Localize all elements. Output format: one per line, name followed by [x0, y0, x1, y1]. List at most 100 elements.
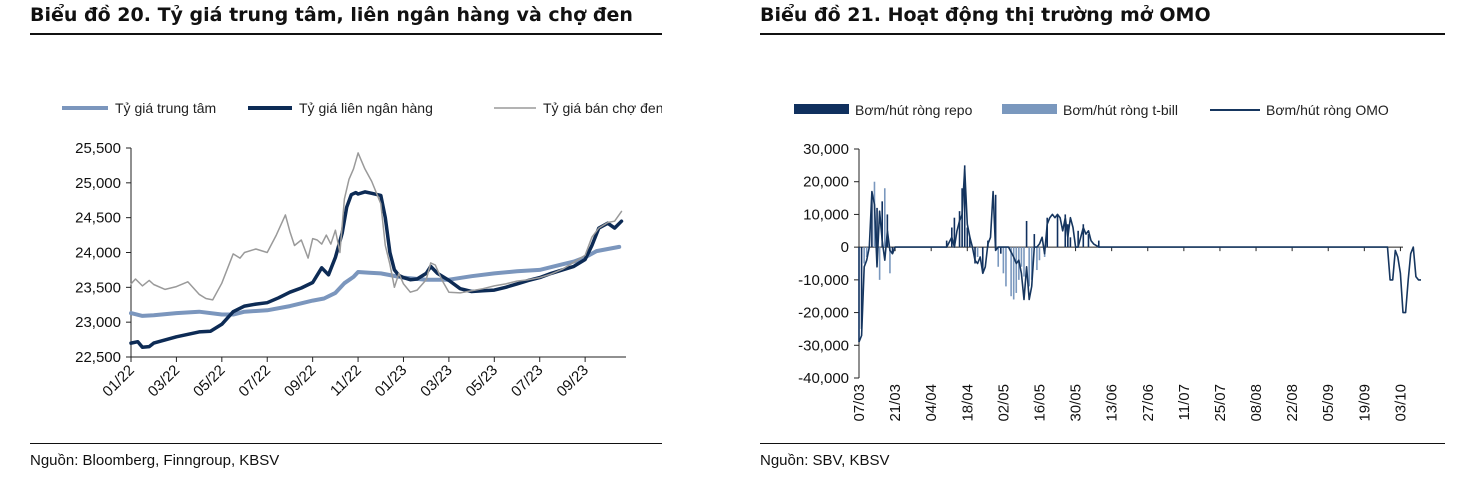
y-tick-label: 24,500 [75, 210, 121, 227]
bar-repo [1000, 247, 1002, 254]
x-tick-label: 04/04 [923, 384, 940, 422]
x-tick-label: 07/03 [851, 384, 868, 422]
legend-label: Tỷ giá bán chợ đen [543, 100, 662, 116]
x-tick-label: 01/22 [99, 362, 138, 401]
bar-tbill [1012, 247, 1015, 300]
x-tick-label: 08/08 [1248, 384, 1265, 422]
bar-repo [945, 240, 948, 248]
left-title-rule [30, 33, 662, 35]
bar-repo [1082, 224, 1085, 248]
x-tick-label: 01/23 [372, 362, 411, 401]
right-title-rule [760, 33, 1445, 35]
exchange-rate-chart: Tỷ giá trung tâm Tỷ giá liên ngân hàng Tỷ … [62, 100, 662, 401]
y-tick-label: 23,500 [75, 279, 121, 296]
bar-repo [963, 165, 966, 248]
bar-repo [961, 188, 963, 248]
y-tick-label: 23,000 [75, 314, 121, 331]
bar-repo [1077, 230, 1079, 248]
bar-repo [871, 194, 873, 248]
y-tick-label: 30,000 [803, 141, 849, 158]
legend-swatch [1002, 104, 1057, 114]
left-bottom-rule [30, 443, 662, 444]
bar-repo [966, 227, 969, 248]
x-tick-label: 02/05 [995, 384, 1012, 422]
bar-repo [891, 247, 894, 254]
legend-label: Bơm/hút ròng OMO [1266, 102, 1389, 118]
x-tick-label: 03/10 [1392, 384, 1409, 422]
right-chart-source: Nguồn: SBV, KBSV [760, 452, 890, 469]
bar-tbill [865, 247, 868, 257]
bar-tbill [1028, 247, 1030, 287]
x-tick-label: 13/06 [1104, 384, 1121, 422]
y-tick-label: 25,000 [75, 175, 121, 192]
right-chart-panel: Biểu đồ 21. Hoạt động thị trường mở OMO … [760, 0, 1445, 478]
x-tick-label: 18/04 [959, 384, 976, 422]
bar-tbill [1038, 247, 1041, 261]
x-tick-label: 22/08 [1284, 384, 1301, 422]
bar-repo [974, 247, 976, 264]
legend-swatch [794, 104, 849, 114]
right-chart-title: Biểu đồ 21. Hoạt động thị trường mở OMO [760, 4, 1211, 26]
bar-tbill [976, 247, 979, 257]
bar-repo [881, 201, 884, 248]
x-tick-label: 07/23 [508, 362, 547, 401]
x-tick-label: 03/23 [417, 362, 456, 401]
legend-label: Bơm/hút ròng repo [855, 102, 973, 118]
right-bottom-rule [760, 443, 1445, 444]
bar-repo [1087, 234, 1090, 248]
bar-tbill [878, 247, 881, 280]
omo-activity-chart: Bơm/hút ròng repo Bơm/hút ròng t-bill Bơm/… [794, 102, 1421, 422]
x-tick-label: 09/23 [553, 362, 592, 401]
x-tick-label: 25/07 [1212, 384, 1229, 422]
legend-label: Bơm/hút ròng t-bill [1063, 102, 1178, 118]
bar-tbill [883, 188, 886, 248]
left-chart-source: Nguồn: Bloomberg, Finngroup, KBSV [30, 452, 280, 469]
bar-repo [1064, 214, 1067, 248]
left-chart-panel: Biểu đồ 20. Tỷ giá trung tâm, liên ngân … [30, 0, 662, 478]
bar-repo [1025, 220, 1028, 248]
series-line-central [129, 244, 622, 318]
y-tick-label: 24,000 [75, 245, 121, 262]
legend-label: Tỷ giá liên ngân hàng [299, 100, 433, 116]
y-tick-label: 0 [841, 239, 849, 256]
y-tick-label: -30,000 [798, 337, 849, 354]
bar-repo [876, 207, 878, 248]
y-tick-label: 22,500 [75, 349, 121, 366]
y-tick-label: -40,000 [798, 370, 849, 387]
bar-tbill [863, 247, 865, 264]
x-tick-label: 16/05 [1031, 384, 1048, 422]
bar-repo [981, 247, 984, 274]
bar-repo [1033, 234, 1036, 248]
x-tick-label: 19/09 [1356, 384, 1373, 422]
bar-tbill [1005, 247, 1007, 287]
bar-repo [958, 211, 961, 248]
bar-repo [994, 194, 997, 248]
bar-repo [860, 247, 863, 329]
bar-tbill [889, 247, 891, 274]
bar-repo [969, 237, 971, 248]
y-tick-label: 10,000 [803, 206, 849, 223]
omo-net-line [858, 167, 1421, 343]
x-tick-label: 27/06 [1140, 384, 1157, 422]
y-tick-label: 20,000 [803, 174, 849, 191]
bar-tbill [997, 247, 1000, 267]
bar-repo [953, 217, 956, 248]
legend-label: Tỷ giá trung tâm [115, 100, 216, 116]
bar-tbill [1036, 247, 1038, 271]
x-tick-label: 09/22 [281, 362, 320, 401]
bar-tbill [1030, 247, 1033, 280]
y-tick-label: -20,000 [798, 305, 849, 322]
bar-repo [1097, 240, 1100, 248]
bar-tbill [1020, 247, 1023, 267]
bar-repo [1056, 214, 1059, 248]
bar-tbill [1002, 247, 1005, 274]
x-tick-label: 05/09 [1320, 384, 1337, 422]
x-tick-label: 21/03 [887, 384, 904, 422]
y-tick-label: 25,500 [75, 140, 121, 157]
left-chart-title: Biểu đồ 20. Tỷ giá trung tâm, liên ngân … [30, 4, 633, 26]
series-line-blackmarket [130, 152, 623, 301]
bar-repo [858, 247, 860, 343]
x-tick-label: 30/05 [1068, 384, 1085, 422]
x-tick-label: 03/22 [145, 362, 184, 401]
x-tick-label: 07/22 [235, 362, 274, 401]
